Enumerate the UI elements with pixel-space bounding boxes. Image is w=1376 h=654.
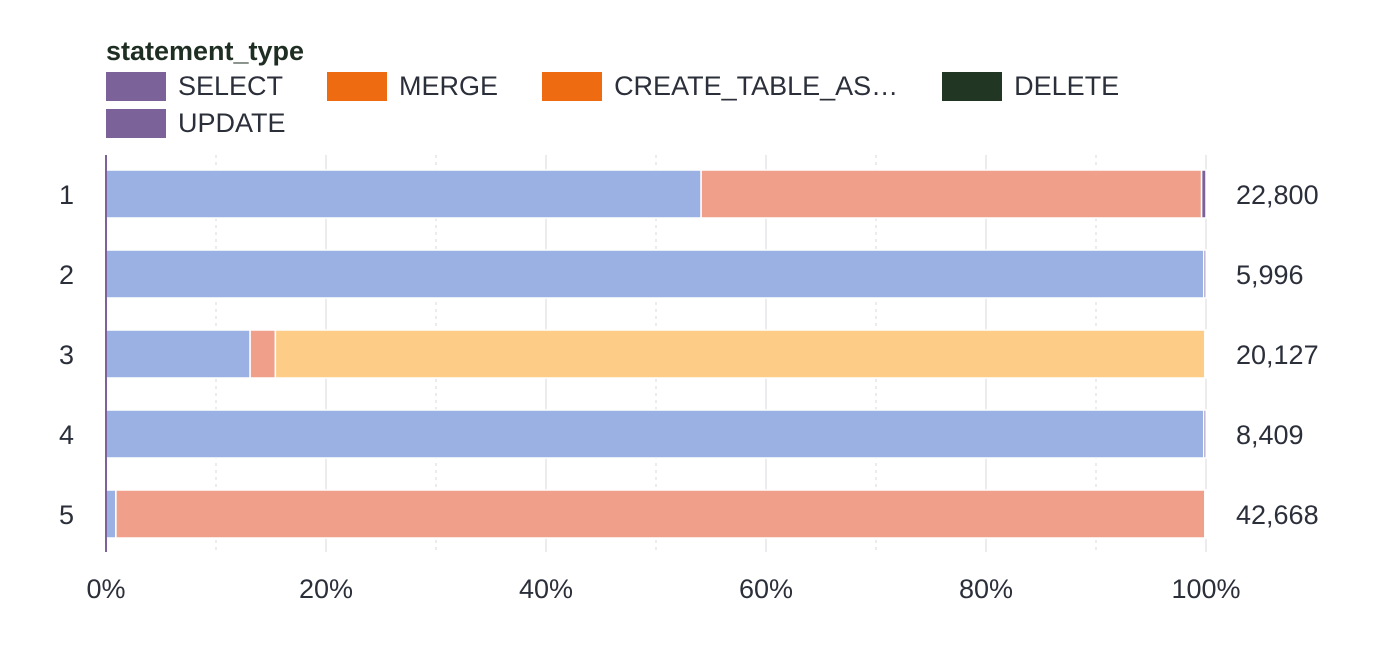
bar-segment-update <box>1203 409 1207 459</box>
legend: statement_type SELECT MERGE CREATE_TABLE_A… <box>106 36 1306 139</box>
legend-item[interactable]: MERGE <box>327 71 498 102</box>
legend-swatch <box>542 72 603 101</box>
legend-title: statement_type <box>106 36 305 66</box>
category-label: 2 <box>59 260 74 290</box>
legend-item[interactable]: SELECT <box>106 71 283 102</box>
x-tick-label: 0% <box>86 574 125 604</box>
total-label: 22,800 <box>1236 180 1319 210</box>
x-tick-label: 20% <box>299 574 353 604</box>
bar-segment-select <box>105 409 1205 459</box>
bar-segment-merge <box>700 169 1203 219</box>
bar-segment-select <box>105 169 702 219</box>
legend-label: DELETE <box>1014 71 1120 101</box>
total-label: 5,996 <box>1236 260 1304 290</box>
total-label: 42,668 <box>1236 500 1319 530</box>
x-tick-label: 60% <box>739 574 793 604</box>
bar-segment-update <box>1204 329 1208 379</box>
category-label: 4 <box>59 420 74 450</box>
x-tick-label: 80% <box>959 574 1013 604</box>
bar-segment-select <box>105 249 1205 299</box>
legend-item[interactable]: DELETE <box>942 71 1119 102</box>
legend-label: CREATE_TABLE_AS… <box>614 71 899 101</box>
x-tick-label: 100% <box>1171 574 1240 604</box>
legend-swatch <box>106 109 166 138</box>
legend-items: SELECT MERGE CREATE_TABLE_AS… DELETE UPDATE <box>106 71 1306 139</box>
bar-segment-update <box>1203 249 1207 299</box>
category-label: 5 <box>59 500 74 530</box>
bar-segment-create-table-as <box>274 329 1206 379</box>
bar-segment-update <box>1200 169 1207 219</box>
legend-item[interactable]: CREATE_TABLE_AS… <box>542 71 898 102</box>
bar-segment-update <box>1204 489 1208 539</box>
category-label: 1 <box>59 180 74 210</box>
total-label: 8,409 <box>1236 420 1304 450</box>
bar-segment-merge <box>249 329 277 379</box>
legend-swatch <box>327 72 388 101</box>
legend-label: SELECT <box>178 71 284 101</box>
legend-label: MERGE <box>399 71 499 101</box>
bar-segment-select <box>105 489 117 539</box>
category-label: 3 <box>59 340 74 370</box>
x-tick-label: 40% <box>519 574 573 604</box>
total-label: 20,127 <box>1236 340 1319 370</box>
bar-segment-merge <box>115 489 1206 539</box>
bar-segment-select <box>105 329 251 379</box>
legend-swatch <box>106 72 166 101</box>
legend-swatch <box>942 72 1003 101</box>
legend-label: UPDATE <box>178 108 286 138</box>
legend-item[interactable]: UPDATE <box>106 108 286 139</box>
